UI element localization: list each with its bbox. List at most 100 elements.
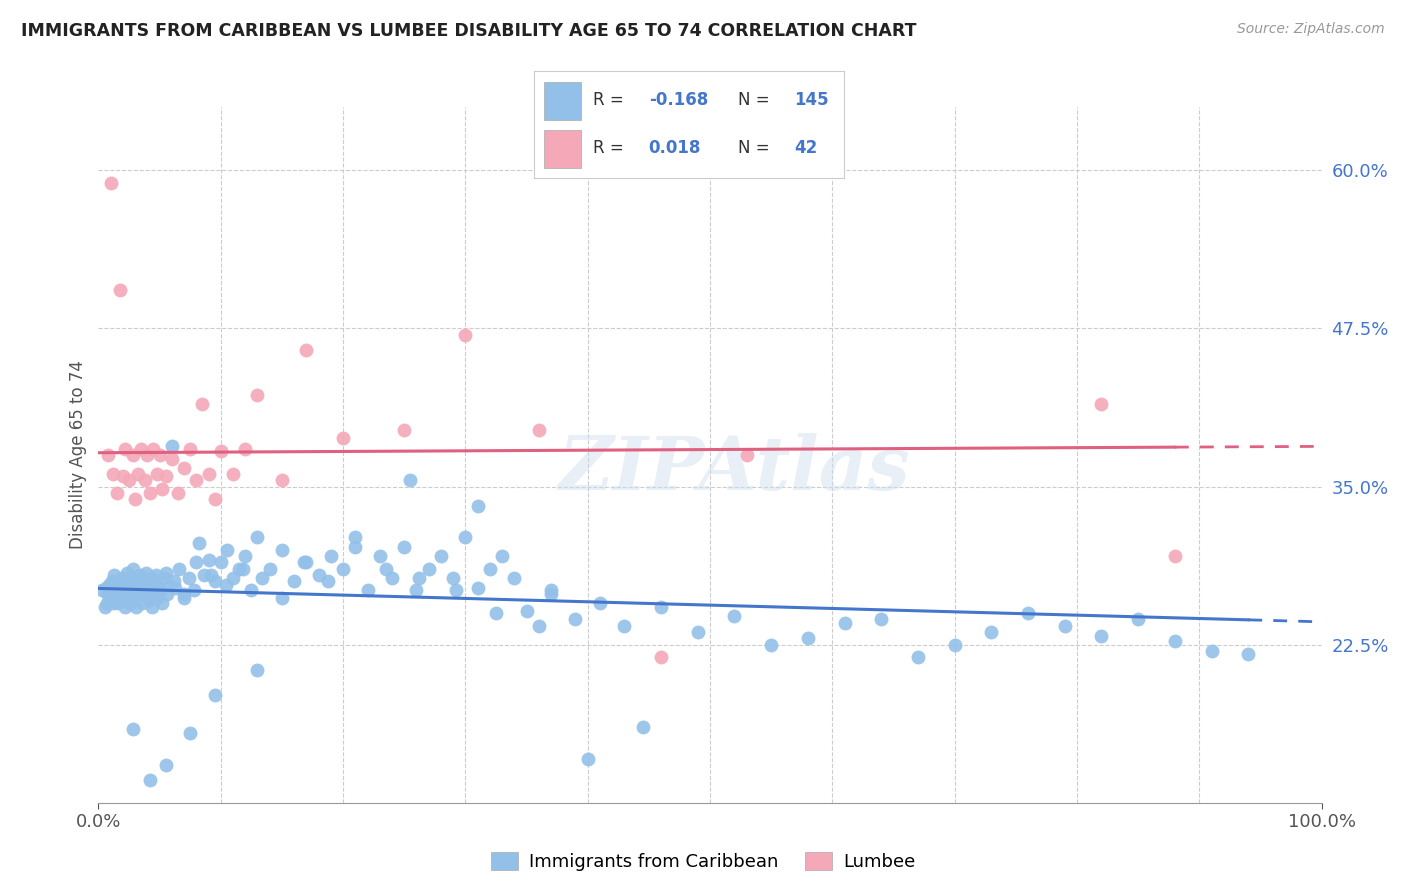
Point <box>120 596 142 610</box>
Point <box>167 562 190 576</box>
Point <box>117 581 139 595</box>
Point <box>292 556 315 570</box>
Point <box>142 442 165 456</box>
Point <box>143 574 166 589</box>
Point <box>121 448 143 462</box>
Point <box>834 616 856 631</box>
Point <box>94 581 117 595</box>
Point <box>1164 549 1187 563</box>
Text: ZIPAtlas: ZIPAtlas <box>558 433 910 505</box>
Point <box>246 388 269 402</box>
Point <box>121 723 143 737</box>
Point <box>155 566 177 580</box>
Point <box>167 486 190 500</box>
Point <box>1053 618 1076 632</box>
Point <box>515 603 537 617</box>
Point <box>186 556 208 570</box>
Point <box>114 587 136 601</box>
Point <box>589 596 612 610</box>
Point <box>204 574 226 589</box>
Point <box>121 562 143 576</box>
Point <box>332 432 354 446</box>
Text: 145: 145 <box>794 91 828 109</box>
Point <box>110 578 132 592</box>
Point <box>527 423 550 437</box>
Point <box>149 448 172 462</box>
Point <box>96 596 118 610</box>
Point <box>204 688 226 702</box>
Point <box>214 578 236 592</box>
Point <box>104 587 127 601</box>
Point <box>233 549 256 563</box>
Point <box>179 442 201 456</box>
Point <box>93 599 115 614</box>
Point <box>735 448 758 462</box>
Legend: Immigrants from Caribbean, Lumbee: Immigrants from Caribbean, Lumbee <box>484 845 922 879</box>
FancyBboxPatch shape <box>544 130 581 168</box>
Point <box>142 587 165 601</box>
Point <box>467 499 489 513</box>
Point <box>259 562 281 576</box>
Point <box>943 638 966 652</box>
Point <box>564 612 586 626</box>
Point <box>155 757 177 772</box>
Point <box>173 460 195 475</box>
Point <box>107 596 129 610</box>
Point <box>139 578 162 592</box>
Point <box>215 542 238 557</box>
Point <box>200 568 222 582</box>
Point <box>111 593 134 607</box>
Point <box>155 469 177 483</box>
Point <box>485 606 508 620</box>
Point <box>430 549 453 563</box>
Point <box>173 591 195 605</box>
Point <box>150 482 173 496</box>
Point <box>631 720 654 734</box>
Point <box>124 492 146 507</box>
Point <box>129 568 152 582</box>
Point <box>127 578 149 592</box>
Point <box>1128 612 1150 626</box>
Point <box>97 448 120 462</box>
Point <box>228 562 250 576</box>
Text: 0.018: 0.018 <box>648 139 702 157</box>
Point <box>907 650 929 665</box>
Text: 42: 42 <box>794 139 817 157</box>
Point <box>110 587 132 601</box>
Point <box>91 583 114 598</box>
Point <box>576 751 599 765</box>
Point <box>157 578 180 592</box>
Point <box>491 549 513 563</box>
Point <box>101 596 124 610</box>
Point <box>177 571 200 585</box>
Point <box>444 583 467 598</box>
Point <box>131 596 153 610</box>
Point <box>797 632 820 646</box>
Point <box>723 608 745 623</box>
Point <box>129 571 152 585</box>
Point <box>1164 633 1187 648</box>
Point <box>156 587 179 601</box>
Point <box>150 596 173 610</box>
Point <box>503 571 526 585</box>
Point <box>197 553 219 567</box>
Point <box>441 571 464 585</box>
Point <box>125 599 148 614</box>
Point <box>98 578 121 592</box>
Point <box>101 591 124 605</box>
Point <box>478 562 501 576</box>
Point <box>1237 647 1260 661</box>
Text: -0.168: -0.168 <box>648 91 709 109</box>
Point <box>870 612 893 626</box>
Point <box>97 587 120 601</box>
Point <box>118 587 141 601</box>
Point <box>418 562 440 576</box>
Point <box>232 562 254 576</box>
Point <box>270 473 294 487</box>
Point <box>135 566 157 580</box>
Point <box>980 625 1002 640</box>
Point <box>308 568 330 582</box>
Point <box>139 591 162 605</box>
Text: N =: N = <box>738 139 775 157</box>
Point <box>127 467 149 481</box>
